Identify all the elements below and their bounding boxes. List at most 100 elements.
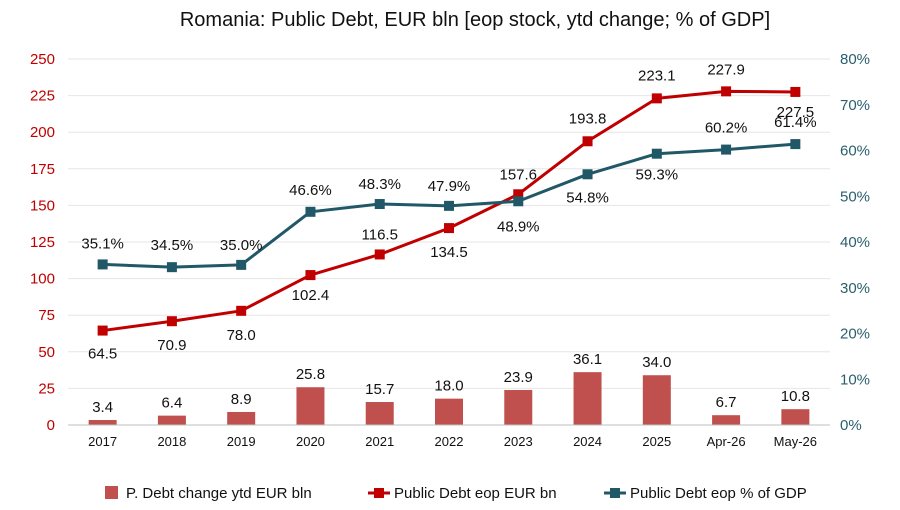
- debt-gdp-data-label: 48.3%: [358, 176, 401, 193]
- debt-eur-point: [721, 86, 732, 97]
- bar: [504, 390, 533, 425]
- bar: [296, 387, 325, 425]
- x-tick-label: 2018: [157, 434, 186, 449]
- bar-data-label: 8.9: [231, 391, 252, 408]
- debt-eur-data-label: 70.9: [157, 337, 186, 354]
- debt-gdp-point: [513, 196, 524, 207]
- debt-eur-data-label: 227.9: [707, 61, 745, 78]
- debt-eur-line: [102, 89, 796, 333]
- debt-eur-point: [374, 249, 385, 260]
- debt-eur-point: [97, 325, 108, 336]
- debt-gdp-data-label: 34.5%: [151, 237, 194, 254]
- debt-gdp-data-label: 59.3%: [636, 167, 679, 184]
- bar-series: [88, 372, 810, 425]
- debt-eur-data-label: 223.1: [638, 67, 676, 84]
- debt-eur-data-label: 157.6: [499, 166, 537, 183]
- x-tick-label: 2024: [573, 434, 602, 449]
- legend-label: Public Debt eop EUR bn: [394, 485, 557, 502]
- debt-eur-data-label: 64.5: [88, 346, 117, 363]
- bar: [365, 402, 394, 425]
- bar-data-label: 6.4: [161, 395, 182, 412]
- debt-eur-data-label: 102.4: [292, 287, 330, 304]
- y-left-tick-label: 25: [38, 380, 55, 397]
- debt-gdp-point: [166, 262, 177, 273]
- debt-gdp-point: [374, 199, 385, 210]
- debt-gdp-data-label: 35.0%: [220, 237, 263, 254]
- bar-data-label: 6.7: [716, 394, 737, 411]
- debt-eur-point: [582, 136, 593, 147]
- bar: [781, 409, 810, 425]
- debt-eur-point: [444, 223, 454, 234]
- y-left-tick-label: 175: [30, 161, 55, 178]
- debt-gdp-data-label: 60.2%: [705, 120, 748, 137]
- y-right-tick-label: 0%: [840, 417, 862, 434]
- legend-label: Public Debt eop % of GDP: [630, 485, 807, 502]
- bar-data-label: 34.0: [642, 354, 671, 371]
- y-left-tick-label: 100: [30, 271, 55, 288]
- debt-eur-data-label: 116.5: [362, 226, 398, 243]
- debt-gdp-point: [444, 200, 454, 211]
- y-right-tick-label: 50%: [840, 188, 870, 205]
- x-tick-label: May-26: [774, 434, 817, 449]
- legend-swatch-marker: [610, 488, 620, 498]
- y-left-tick-label: 150: [30, 197, 55, 214]
- bar: [227, 411, 256, 425]
- y-left-tick-label: 200: [30, 124, 55, 141]
- chart-title: Romania: Public Debt, EUR bln [eop stock…: [180, 9, 770, 31]
- debt-eur-data-label: 227.5: [777, 104, 815, 121]
- y-right-tick-label: 40%: [840, 234, 870, 251]
- debt-eur-data-label: 193.8: [569, 110, 607, 127]
- legend-swatch-bar: [105, 486, 118, 499]
- x-tick-label: 2017: [88, 434, 117, 449]
- y-left-tick-label: 250: [30, 51, 55, 68]
- bar: [573, 372, 602, 425]
- y-left-tick-label: 225: [30, 88, 55, 105]
- debt-gdp-data-label: 35.1%: [81, 235, 124, 252]
- debt-eur-data-label: 134.5: [430, 244, 468, 261]
- debt-eur-point: [236, 305, 247, 316]
- debt-eur-data-label: 78.0: [227, 327, 256, 344]
- debt-eur-point: [790, 86, 801, 97]
- debt-gdp-point: [651, 148, 662, 159]
- bar: [712, 415, 741, 425]
- y-right-tick-label: 80%: [840, 51, 870, 68]
- bar-data-label: 15.7: [365, 381, 394, 398]
- legend: P. Debt change ytd EUR bln Public Debt eo…: [105, 485, 807, 502]
- debt-gdp-point: [582, 169, 593, 180]
- debt-eur-point: [513, 189, 524, 200]
- debt-eur-point: [305, 270, 316, 281]
- y-right-tick-label: 60%: [840, 143, 870, 160]
- axes: 0 25 50 75 100 125 150 175 200 225 250 0% 10% 20% 30% 4…: [30, 51, 870, 449]
- bar: [157, 415, 186, 425]
- bar: [88, 420, 117, 425]
- x-tick-label: 2021: [365, 434, 394, 449]
- bar-data-label: 36.1: [573, 351, 602, 368]
- y-left-tick-label: 50: [38, 344, 55, 361]
- debt-gdp-data-label: 54.8%: [566, 189, 609, 206]
- debt-gdp-data-label: 47.9%: [428, 178, 471, 195]
- bar-data-label: 23.9: [504, 369, 533, 386]
- debt-gdp-point: [305, 206, 316, 217]
- x-tick-label: 2019: [227, 434, 256, 449]
- y-left-tick-label: 125: [30, 234, 55, 251]
- x-tick-label: 2025: [642, 434, 671, 449]
- bar-data-label: 3.4: [92, 399, 113, 416]
- debt-gdp-point: [236, 259, 247, 270]
- y-right-tick-label: 20%: [840, 326, 870, 343]
- x-tick-label: 2023: [504, 434, 533, 449]
- x-tick-label: 2020: [296, 434, 325, 449]
- debt-gdp-point: [97, 259, 108, 270]
- bar-data-label: 10.8: [781, 388, 810, 405]
- bar-data-label: 25.8: [296, 366, 325, 383]
- debt-gdp-data-label: 61.4%: [774, 114, 817, 131]
- legend-label: P. Debt change ytd EUR bln: [126, 485, 312, 502]
- data-labels: 3.4 6.4 8.9 25.8 15.7 18.0 23.9 36.1 34.0 6.7 10.8…: [81, 61, 816, 416]
- debt-gdp-data-label: 48.9%: [497, 218, 540, 235]
- y-right-tick-label: 70%: [840, 97, 870, 114]
- y-left-tick-label: 75: [38, 307, 55, 324]
- line-series: [97, 86, 801, 336]
- debt-gdp-point: [790, 139, 801, 150]
- bar: [642, 375, 671, 425]
